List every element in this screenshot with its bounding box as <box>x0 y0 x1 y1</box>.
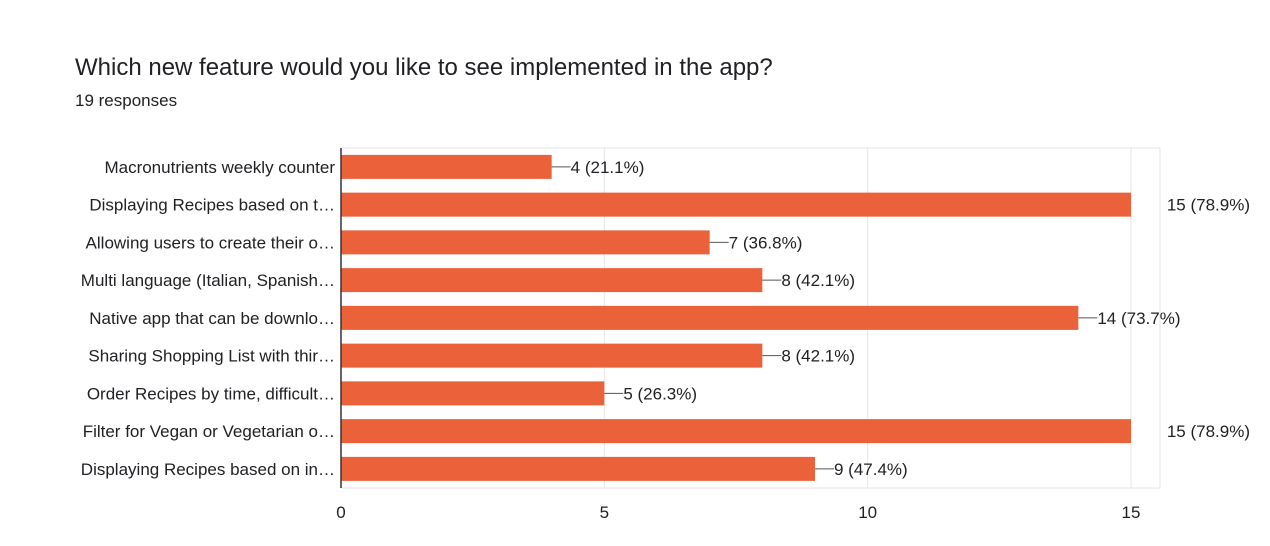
category-label: Sharing Shopping List with thir… <box>88 347 335 366</box>
category-label: Displaying Recipes based on t… <box>89 196 335 215</box>
chart-title: Which new feature would you like to see … <box>75 54 773 81</box>
data-label: 8 (42.1%) <box>781 347 855 366</box>
category-label: Native app that can be downlo… <box>89 309 335 328</box>
bar <box>341 381 605 406</box>
bar <box>341 268 763 293</box>
data-label: 9 (47.4%) <box>834 460 908 479</box>
category-label: Displaying Recipes based on in… <box>81 460 335 479</box>
data-label: 15 (78.9%) <box>1167 422 1250 441</box>
chart-header: Which new feature would you like to see … <box>75 52 773 112</box>
bar <box>341 192 1131 217</box>
data-label: 8 (42.1%) <box>781 271 855 290</box>
bar <box>341 343 763 368</box>
response-count: 19 responses <box>75 91 178 110</box>
x-tick-label: 0 <box>336 503 345 522</box>
category-label: Allowing users to create their o… <box>86 233 335 252</box>
data-label: 15 (78.9%) <box>1167 196 1250 215</box>
x-tick-label: 5 <box>600 503 609 522</box>
bar <box>341 154 552 179</box>
bar <box>341 456 815 481</box>
bar <box>341 305 1079 330</box>
category-label: Filter for Vegan or Vegetarian o… <box>83 422 335 441</box>
data-label: 5 (26.3%) <box>623 384 697 403</box>
category-label: Macronutrients weekly counter <box>104 158 335 177</box>
bar <box>341 230 710 255</box>
data-label: 4 (21.1%) <box>571 158 645 177</box>
data-label: 7 (36.8%) <box>729 233 803 252</box>
bar <box>341 419 1131 444</box>
x-tick-label: 15 <box>1122 503 1141 522</box>
data-label: 14 (73.7%) <box>1097 309 1180 328</box>
category-label: Order Recipes by time, difficult… <box>87 384 335 403</box>
x-tick-label: 10 <box>858 503 877 522</box>
category-label: Multi language (Italian, Spanish… <box>81 271 335 290</box>
